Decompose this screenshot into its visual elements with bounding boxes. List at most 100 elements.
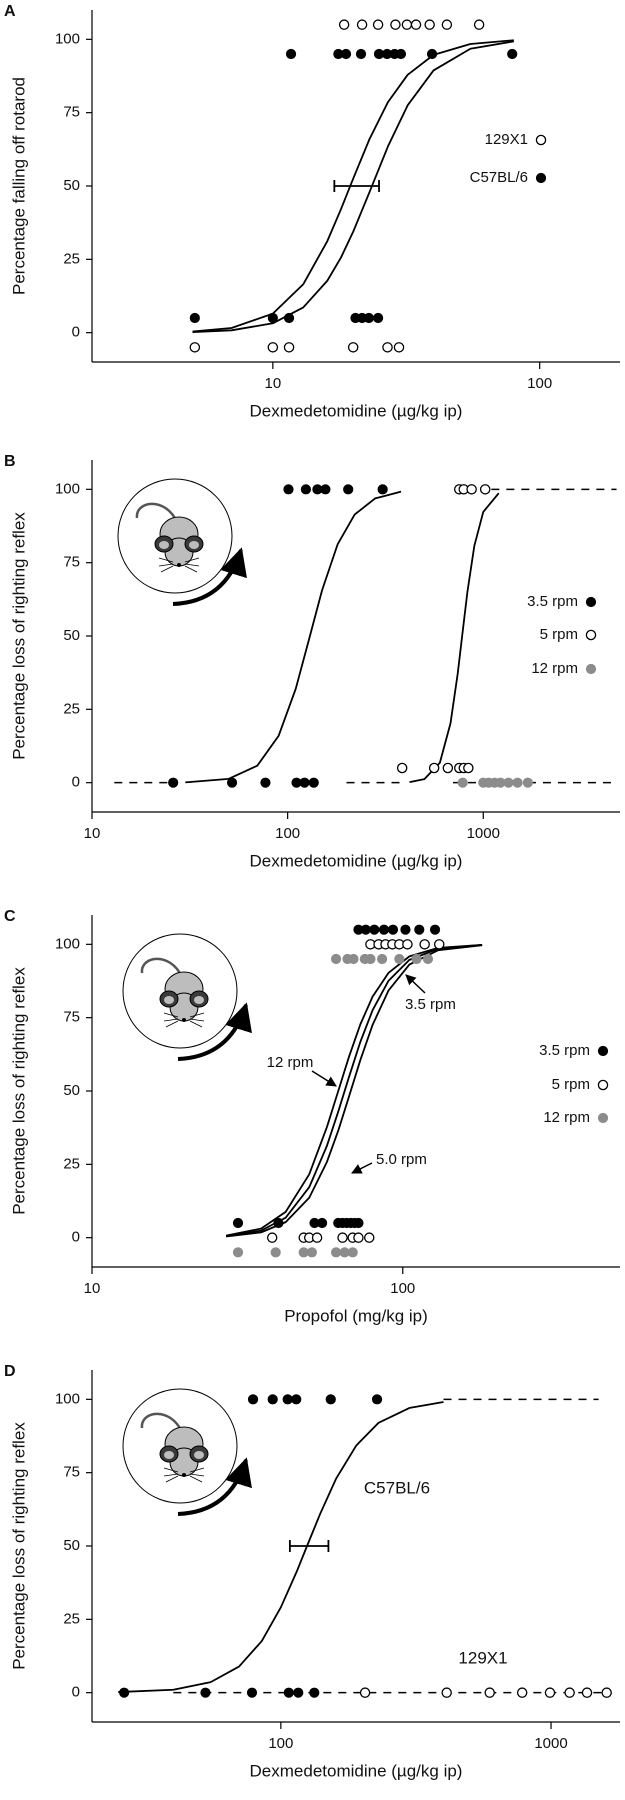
data-point: [473, 19, 485, 30]
data-point: [387, 924, 399, 935]
data-point: [516, 1687, 528, 1698]
rotarod-icon: [118, 479, 241, 604]
data-point: [507, 48, 518, 60]
data-point: [266, 1232, 278, 1243]
y-tick-label: 0: [72, 1684, 80, 1701]
y-tick-label: 75: [63, 1009, 80, 1026]
data-point: [356, 19, 368, 30]
data-point: [168, 777, 179, 788]
data-point: [601, 1687, 612, 1698]
data-point: [283, 312, 295, 324]
data-point: [359, 1687, 371, 1698]
data-point: [246, 1687, 258, 1698]
data-point: [363, 1232, 375, 1243]
y-axis-title: Percentage loss of righting reflex: [9, 1422, 28, 1670]
data-point: [522, 777, 533, 788]
data-point: [433, 939, 445, 950]
data-point: [353, 1217, 364, 1229]
legend-marker: [585, 629, 597, 641]
legend-label: 12 rpm: [543, 1109, 590, 1126]
data-point: [581, 1687, 593, 1698]
data-point: [390, 19, 401, 30]
data-point: [308, 777, 319, 788]
y-tick-label: 0: [72, 324, 80, 341]
annotation: 12 rpm: [267, 1054, 314, 1071]
data-point: [300, 484, 312, 495]
data-point: [226, 777, 238, 788]
panel-letter: D: [4, 1363, 16, 1380]
y-tick-label: 25: [63, 250, 80, 267]
data-point: [429, 924, 441, 935]
x-axis-title: Dexmedetomidine (µg/kg ip): [250, 401, 463, 420]
data-point: [463, 762, 474, 774]
data-point: [395, 48, 407, 60]
y-tick-label: 100: [55, 1390, 80, 1407]
data-point: [119, 1687, 130, 1698]
data-point: [441, 1687, 452, 1698]
fit-curve: [118, 1401, 444, 1693]
data-point: [360, 924, 371, 935]
panel-letter: B: [4, 453, 16, 470]
y-tick-label: 0: [72, 774, 80, 791]
data-point: [564, 1687, 575, 1698]
y-tick-label: 25: [63, 700, 80, 717]
data-point: [414, 924, 425, 935]
legend-marker: [535, 172, 547, 184]
data-point: [285, 48, 297, 60]
legend-label: 3.5 rpm: [539, 1042, 590, 1059]
data-point: [373, 312, 384, 324]
data-point: [282, 1394, 293, 1405]
x-axis-title: Propofol (mg/kg ip): [284, 1306, 428, 1325]
y-tick-label: 100: [55, 935, 80, 952]
x-axis-title: Dexmedetomidine (µg/kg ip): [250, 851, 463, 870]
data-point: [247, 1394, 259, 1405]
panel-letter: C: [4, 908, 16, 925]
data-point: [394, 953, 405, 965]
y-tick-label: 50: [63, 177, 80, 194]
legend-marker: [535, 134, 547, 146]
data-point: [382, 342, 393, 353]
data-point: [466, 484, 477, 495]
y-tick-label: 75: [63, 104, 80, 121]
data-point: [267, 1394, 278, 1405]
series-label: C57BL/6: [364, 1478, 430, 1497]
data-point: [270, 1247, 281, 1258]
y-axis-title: Percentage loss of righting reflex: [9, 967, 28, 1215]
data-point: [291, 1394, 302, 1405]
data-point: [457, 777, 468, 788]
y-tick-label: 50: [63, 627, 80, 644]
data-point: [369, 924, 380, 935]
panel-letter: A: [4, 3, 16, 20]
legend-marker: [585, 596, 597, 608]
fit-curve: [409, 492, 500, 783]
data-point: [422, 953, 434, 965]
data-point: [410, 19, 422, 30]
fit-curve: [225, 944, 483, 1238]
data-point: [330, 953, 342, 965]
data-point: [325, 1394, 336, 1405]
y-tick-label: 50: [63, 1082, 80, 1099]
data-point: [355, 48, 367, 60]
legend-marker: [597, 1079, 609, 1091]
data-point: [338, 19, 350, 30]
y-tick-label: 25: [63, 1610, 80, 1627]
rotarod-icon: [123, 1389, 246, 1514]
x-tick-label: 1000: [534, 1735, 567, 1752]
y-axis-title: Percentage falling off rotarod: [9, 77, 28, 295]
x-tick-label: 10: [265, 375, 282, 392]
data-point: [426, 48, 438, 60]
data-point: [273, 1217, 284, 1229]
data-point: [260, 777, 271, 788]
data-point: [378, 924, 390, 935]
data-point: [441, 19, 453, 30]
data-point: [512, 777, 523, 788]
data-point: [232, 1217, 244, 1229]
error-bar: [288, 1540, 330, 1552]
y-tick-label: 25: [63, 1155, 80, 1172]
data-point: [309, 1687, 320, 1698]
data-point: [347, 342, 359, 353]
data-point: [306, 1247, 317, 1258]
annotation-arrow: [311, 1070, 337, 1087]
legend-marker: [597, 1045, 609, 1057]
